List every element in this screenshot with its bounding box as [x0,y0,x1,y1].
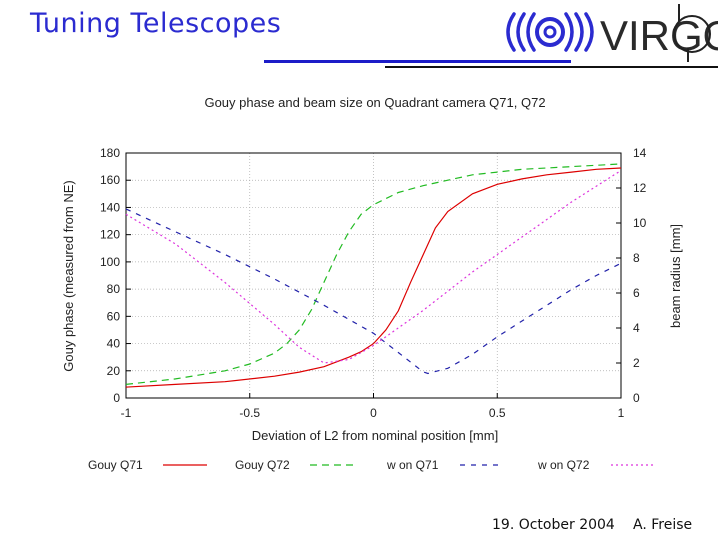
series-line-gouy-q72 [125,163,622,385]
y-tick-label: 60 [107,309,121,323]
y-tick-label: 80 [107,282,121,296]
y2-tick-label: 8 [633,251,640,265]
legend-label: Gouy Q72 [235,458,290,472]
y-tick-label: 160 [100,173,120,187]
y-axis-label: Gouy phase (measured from NE) [61,180,76,371]
y-tick-label: 120 [100,228,120,242]
x-tick-label: 0.5 [489,406,506,420]
footer-date: 19. October 2004 [492,517,615,533]
y-tick-label: 20 [107,364,121,378]
x-tick-label: 1 [618,406,625,420]
y-tick-label: 140 [100,200,120,214]
title-underline-blue [264,60,571,63]
x-tick-label: -1 [121,406,132,420]
footer-author: A. Freise [633,517,693,533]
y2-tick-label: 6 [633,286,640,300]
chart-title: Gouy phase and beam size on Quadrant cam… [204,95,545,110]
legend-label: Gouy Q71 [88,458,143,472]
series-line-w-on-q72 [125,169,622,364]
series-line-w-on-q71 [125,208,622,375]
y2-tick-label: 0 [633,391,640,405]
y2-tick-label: 12 [633,181,647,195]
legend-label: w on Q71 [386,458,439,472]
grid-layer [126,153,621,398]
x-tick-label: -0.5 [239,406,260,420]
virgo-logo: VIRGO [506,4,718,62]
y-tick-label: 0 [113,391,120,405]
series-line-gouy-q71 [125,167,622,388]
y2-tick-label: 14 [633,146,647,160]
y-tick-label: 180 [100,146,120,160]
y2-tick-label: 10 [633,216,647,230]
legend-label: w on Q72 [537,458,590,472]
x-tick-label: 0 [370,406,377,420]
series-layer [125,163,622,388]
x-axis-label: Deviation of L2 from nominal position [m… [252,428,498,443]
slide-title: Tuning Telescopes [30,8,282,39]
y2-axis-label: beam radius [mm] [668,224,683,328]
axis-layer: -1 -0.5 0 0.5 102040608010012014016018002468… [100,146,647,420]
title-underline-black [385,66,718,68]
y-tick-label: 100 [100,255,120,269]
y2-tick-label: 2 [633,356,640,370]
y-tick-label: 40 [107,337,121,351]
legend: Gouy Q71 Gouy Q72 w on Q71 w on Q72 [88,458,655,472]
y2-tick-label: 4 [633,321,640,335]
